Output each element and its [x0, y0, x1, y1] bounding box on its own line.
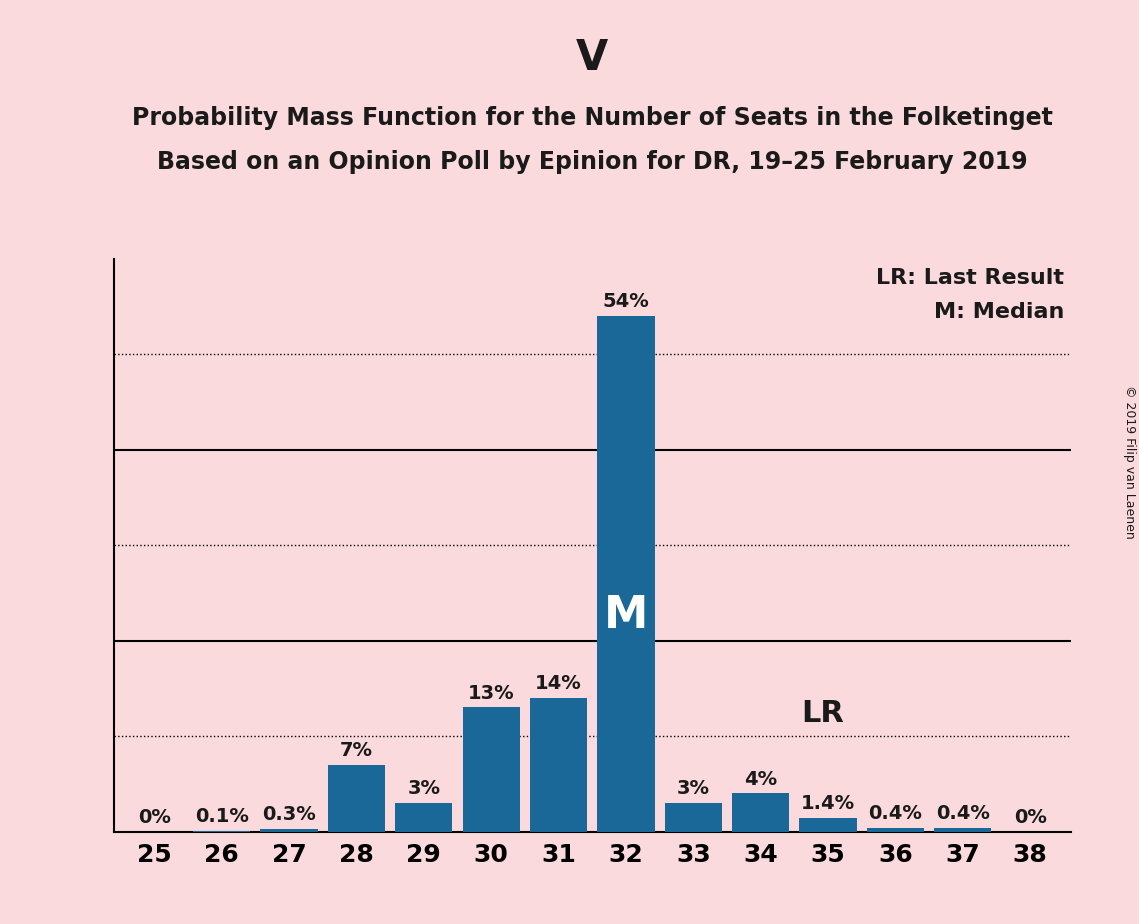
Bar — [328, 765, 385, 832]
Text: 0%: 0% — [1014, 808, 1047, 827]
Text: 7%: 7% — [339, 741, 372, 760]
Text: 4%: 4% — [744, 770, 777, 788]
Text: 0.3%: 0.3% — [262, 805, 316, 824]
Bar — [732, 794, 789, 832]
Text: 0.4%: 0.4% — [936, 804, 990, 823]
Bar — [665, 803, 722, 832]
Text: LR: Last Result: LR: Last Result — [876, 268, 1064, 288]
Bar — [194, 831, 251, 832]
Bar — [530, 698, 588, 832]
Bar — [395, 803, 452, 832]
Text: 13%: 13% — [468, 684, 515, 702]
Text: 54%: 54% — [603, 292, 649, 311]
Bar — [867, 828, 924, 832]
Text: M: M — [604, 593, 648, 637]
Text: © 2019 Filip van Laenen: © 2019 Filip van Laenen — [1123, 385, 1137, 539]
Bar — [462, 708, 519, 832]
Text: 0.4%: 0.4% — [869, 804, 923, 823]
Text: M: Median: M: Median — [934, 301, 1064, 322]
Text: Probability Mass Function for the Number of Seats in the Folketinget: Probability Mass Function for the Number… — [132, 106, 1052, 130]
Text: LR: LR — [801, 699, 844, 728]
Text: 0.1%: 0.1% — [195, 807, 248, 826]
Bar — [934, 828, 991, 832]
Text: 1.4%: 1.4% — [801, 795, 855, 813]
Bar — [800, 819, 857, 832]
Bar — [261, 829, 318, 832]
Text: 14%: 14% — [535, 675, 582, 693]
Text: V: V — [576, 37, 608, 79]
Text: 3%: 3% — [677, 779, 710, 798]
Text: 3%: 3% — [408, 779, 441, 798]
Text: Based on an Opinion Poll by Epinion for DR, 19–25 February 2019: Based on an Opinion Poll by Epinion for … — [157, 150, 1027, 174]
Text: 0%: 0% — [138, 808, 171, 827]
Bar — [597, 316, 655, 832]
